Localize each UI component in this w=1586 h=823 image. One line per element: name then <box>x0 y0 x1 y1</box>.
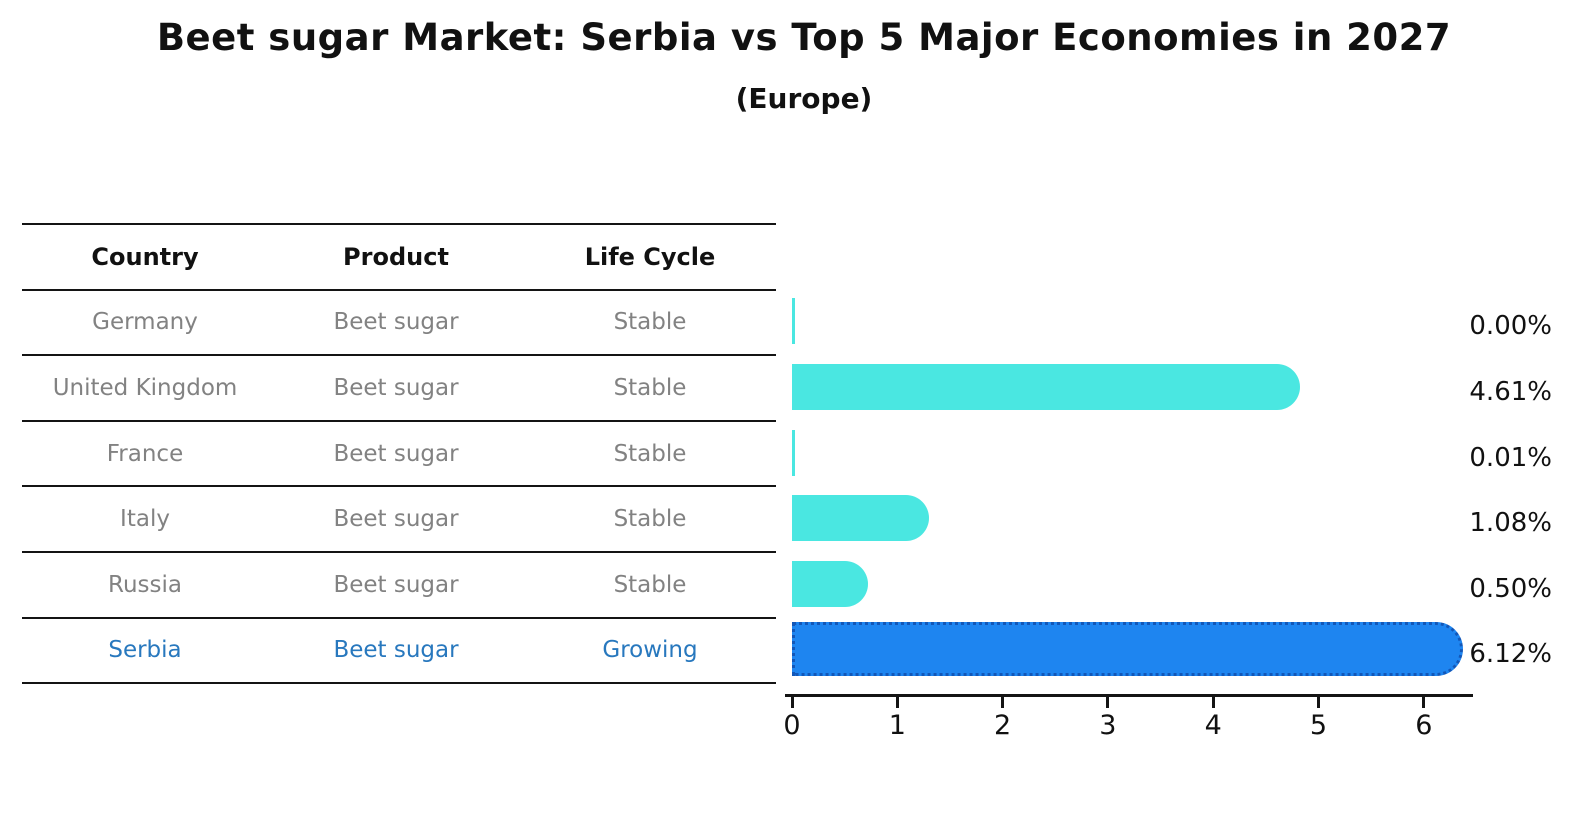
x-tick <box>1317 697 1320 708</box>
product-cell: Beet sugar <box>333 571 459 598</box>
bar <box>792 429 795 476</box>
country-cell: United Kingdom <box>52 374 238 401</box>
life-cycle-cell: Stable <box>613 309 687 336</box>
x-tick-label: 3 <box>1099 710 1117 741</box>
product-cell: Beet sugar <box>333 309 459 336</box>
highlight-bar <box>792 622 1464 677</box>
column-header-product: Product <box>343 242 449 271</box>
column-header-country: Country <box>91 242 199 271</box>
life-cycle-cell: Stable <box>613 571 687 598</box>
column-header-life-cycle: Life Cycle <box>584 242 716 271</box>
table-row: Germany Beet sugar Stable <box>22 291 776 357</box>
life-cycle-cell: Stable <box>613 374 687 401</box>
x-tick <box>790 697 794 708</box>
x-tick <box>1106 697 1110 708</box>
x-tick-label: 5 <box>1309 710 1328 741</box>
product-cell: Beet sugar <box>333 374 459 401</box>
x-tick-label: 0 <box>783 710 801 741</box>
table-row: Russia Beet sugar Stable <box>22 553 776 619</box>
x-axis-line <box>785 694 1473 697</box>
country-cell: Serbia <box>108 637 182 664</box>
x-tick <box>1422 697 1426 708</box>
x-tick <box>1001 697 1005 708</box>
bar-value-label: 6.12% <box>1469 639 1552 670</box>
life-cycle-cell: Stable <box>613 506 687 533</box>
x-tick <box>1211 697 1215 708</box>
table-row: United Kingdom Beet sugar Stable <box>22 356 776 422</box>
bar <box>792 364 1301 410</box>
chart-subtitle: (Europe) <box>735 82 873 115</box>
country-cell: Germany <box>92 309 198 336</box>
bar-value-label: 0.50% <box>1469 573 1552 604</box>
bar <box>792 298 795 345</box>
bar <box>792 495 929 542</box>
life-cycle-cell: Growing <box>602 637 698 664</box>
country-cell: Italy <box>120 506 170 533</box>
product-cell: Beet sugar <box>333 637 459 664</box>
bar <box>792 560 868 607</box>
table-row: Serbia Beet sugar Growing <box>22 619 776 685</box>
product-cell: Beet sugar <box>333 440 459 467</box>
x-tick-label: 6 <box>1415 710 1433 741</box>
x-tick <box>895 697 899 708</box>
product-cell: Beet sugar <box>333 506 459 533</box>
life-cycle-cell: Stable <box>613 440 687 467</box>
country-cell: Russia <box>108 571 182 598</box>
chart-title: Beet sugar Market: Serbia vs Top 5 Major… <box>156 16 1452 59</box>
country-table: Country Product Life Cycle Germany Beet … <box>22 223 776 685</box>
country-cell: France <box>106 440 184 467</box>
x-tick-label: 1 <box>888 710 906 741</box>
bar-value-label: 1.08% <box>1469 508 1552 539</box>
x-tick-label: 4 <box>1204 710 1222 741</box>
x-tick-label: 2 <box>994 710 1012 741</box>
table-header-row: Country Product Life Cycle <box>22 225 776 291</box>
bar-value-label: 4.61% <box>1469 377 1552 407</box>
table-row: France Beet sugar Stable <box>22 422 776 488</box>
bar-value-label: 0.01% <box>1469 442 1552 473</box>
table-row: Italy Beet sugar Stable <box>22 487 776 553</box>
bar-value-label: 0.00% <box>1469 311 1552 342</box>
